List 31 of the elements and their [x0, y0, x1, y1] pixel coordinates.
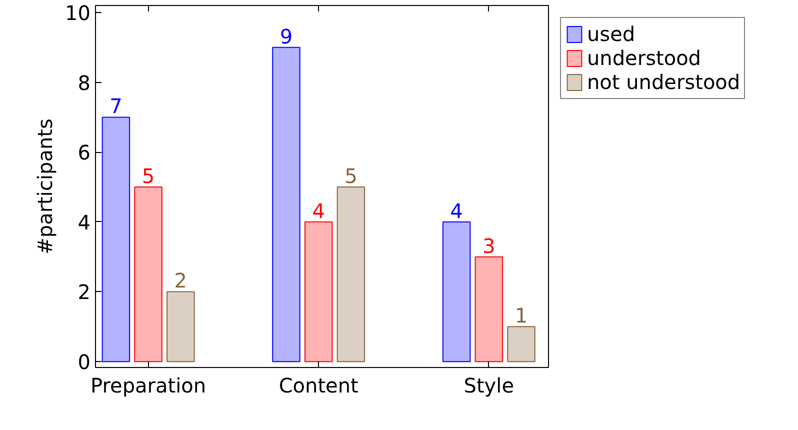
data-label: 9: [280, 24, 293, 48]
y-tick-label: 6: [78, 140, 91, 165]
data-label: 7: [110, 94, 122, 118]
bar: [272, 46, 300, 362]
bar: [507, 326, 536, 362]
bar: [102, 116, 130, 362]
x-tick-label: Content: [278, 374, 359, 398]
y-tick-label: 4: [78, 210, 91, 234]
legend-label: used: [587, 22, 636, 46]
data-label: 5: [344, 164, 358, 188]
y-tick-label: 8: [78, 70, 91, 95]
y-tick-label: 10: [65, 0, 91, 25]
x-tick-label: Style: [464, 374, 514, 398]
y-tick-label: 0: [78, 350, 91, 374]
bar: [442, 221, 471, 362]
data-label: 2: [174, 268, 188, 293]
bar: [166, 291, 195, 362]
data-label: 3: [482, 234, 496, 258]
bar: [474, 256, 504, 362]
bar: [336, 186, 366, 362]
bar: [304, 221, 333, 362]
y-tick-label: 2: [78, 280, 91, 304]
data-label: 4: [312, 198, 325, 223]
data-label: 5: [142, 164, 155, 188]
x-tick-label: Preparation: [90, 374, 206, 398]
legend-label: not understood: [587, 70, 740, 94]
data-label: 4: [450, 198, 463, 223]
bar: [134, 186, 162, 362]
y-axis-title: #participants: [33, 118, 58, 254]
data-label: 1: [514, 304, 528, 328]
legend-label: understood: [587, 46, 702, 70]
